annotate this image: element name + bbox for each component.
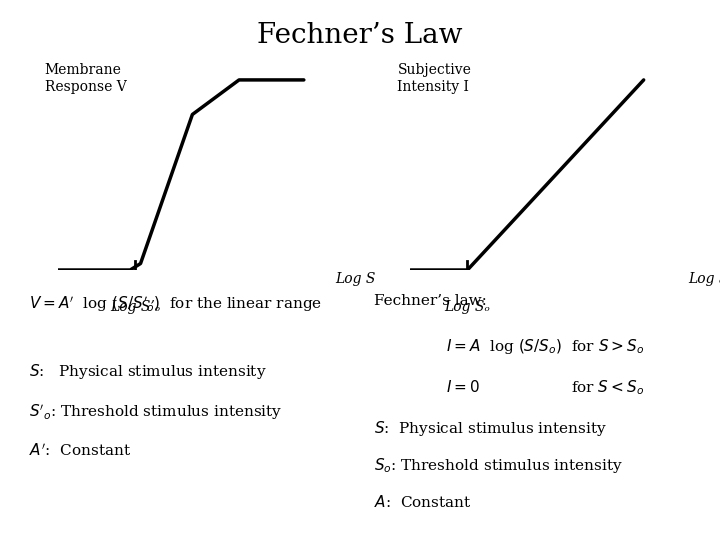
- Text: Fechner’s Law: Fechner’s Law: [257, 22, 463, 49]
- Text: $S$:   Physical stimulus intensity: $S$: Physical stimulus intensity: [29, 362, 266, 381]
- Text: Log S: Log S: [335, 272, 375, 286]
- Text: Log S’ₒ: Log S’ₒ: [110, 300, 161, 314]
- Text: $S$:  Physical stimulus intensity: $S$: Physical stimulus intensity: [374, 418, 607, 437]
- Text: $S'_o$: Threshold stimulus intensity: $S'_o$: Threshold stimulus intensity: [29, 402, 282, 422]
- Text: $V = A'$  log $(S/S'_o)$  for the linear range: $V = A'$ log $(S/S'_o)$ for the linear r…: [29, 294, 322, 314]
- Text: $S_o$: Threshold stimulus intensity: $S_o$: Threshold stimulus intensity: [374, 456, 624, 475]
- Text: $A$:  Constant: $A$: Constant: [374, 494, 472, 510]
- Text: Log Sₒ: Log Sₒ: [444, 300, 490, 314]
- Text: Subjective
Intensity I: Subjective Intensity I: [397, 63, 472, 94]
- Text: $A'$:  Constant: $A'$: Constant: [29, 443, 131, 460]
- Text: Log S: Log S: [688, 272, 720, 286]
- Text: $I = A$  log $(S/S_o)$  for $S > S_o$: $I = A$ log $(S/S_o)$ for $S > S_o$: [446, 338, 644, 356]
- Text: $I = 0$                   for $S < S_o$: $I = 0$ for $S < S_o$: [446, 378, 644, 397]
- Text: Membrane
Response V: Membrane Response V: [45, 63, 127, 94]
- Text: Fechner’s law:: Fechner’s law:: [374, 294, 487, 308]
